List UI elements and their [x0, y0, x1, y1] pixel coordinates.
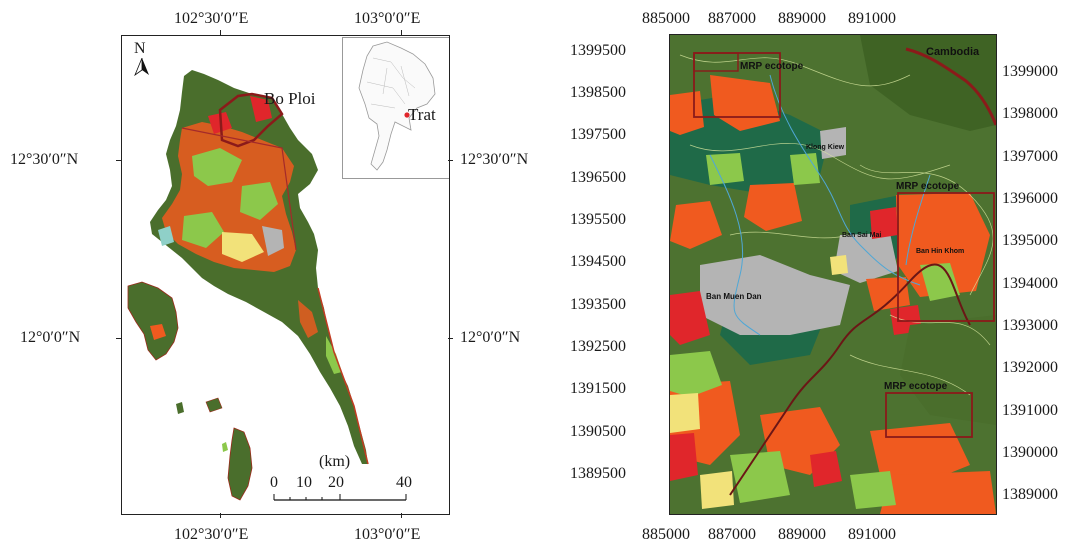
- scale-bar: [273, 494, 407, 501]
- lat-label-right-1: 12°30′0″N: [460, 151, 529, 168]
- trat-inset-label: Trat: [408, 105, 436, 124]
- left-map-frame: N Bo Ploi Trat (km) 0 10 20 40: [121, 35, 450, 515]
- koh-chang-island: [127, 281, 179, 361]
- y-tick-right-6: 1394000: [1002, 275, 1058, 292]
- y-tick-right-5: 1395000: [1002, 232, 1058, 249]
- bo-ploi-border: [218, 92, 284, 148]
- ecotope-box-3: [885, 392, 973, 438]
- x-tick-bottom-2: 887000: [708, 526, 756, 543]
- y-tick-right-11: 1389000: [1002, 486, 1058, 503]
- x-tick-top-4: 891000: [848, 10, 896, 27]
- x-tick-top-3: 889000: [778, 10, 826, 27]
- y-tick-left-4: 1396500: [570, 169, 626, 186]
- y-tick-left-7: 1393500: [570, 296, 626, 313]
- lat-label-left-2: 12°0′0″N: [20, 329, 81, 346]
- bo-ploi-label: Bo Ploi: [264, 89, 316, 108]
- lon-label-top-1: 102°30′0″E: [174, 10, 249, 27]
- y-tick-right-10: 1390000: [1002, 444, 1058, 461]
- y-tick-right-1: 1399000: [1002, 63, 1058, 80]
- cambodia-border: [905, 47, 996, 126]
- north-label: N: [134, 40, 146, 57]
- trat-province-map: 102°30′0″E 103°0′0″E 102°30′0″E 103°0′0″…: [10, 10, 529, 543]
- y-tick-right-4: 1396000: [1002, 190, 1058, 207]
- x-tick-bottom-4: 891000: [848, 526, 896, 543]
- x-tick-top-2: 887000: [708, 10, 756, 27]
- watershed-map: 885000 887000 889000 891000 885000 88700…: [560, 0, 1084, 554]
- ban-hin-khom-label: Ban Hin Khom: [916, 248, 964, 255]
- lat-label-right-2: 12°0′0″N: [460, 329, 521, 346]
- y-tick-right-9: 1391000: [1002, 402, 1058, 419]
- road-line: [729, 263, 971, 496]
- scale-tick-20: 20: [328, 474, 344, 491]
- ecotope-box-2: [897, 192, 995, 322]
- x-tick-bottom-1: 885000: [642, 526, 690, 543]
- thailand-outline: [358, 41, 436, 171]
- x-tick-top-1: 885000: [642, 10, 690, 27]
- lon-label-bottom-2: 103°0′0″E: [354, 526, 421, 543]
- y-tick-right-3: 1397000: [1002, 148, 1058, 165]
- y-tick-left-9: 1391500: [570, 380, 626, 397]
- y-tick-right-8: 1392000: [1002, 359, 1058, 376]
- x-tick-bottom-3: 889000: [778, 526, 826, 543]
- klong-kiew-label: Klong Kiew: [806, 144, 845, 151]
- cambodia-label: Cambodia: [926, 46, 980, 58]
- y-tick-left-5: 1395500: [570, 211, 626, 228]
- scale-tick-0: 0: [270, 474, 278, 491]
- y-tick-right-2: 1398000: [1002, 105, 1058, 122]
- y-tick-left-11: 1389500: [570, 465, 626, 482]
- y-tick-left-3: 1397500: [570, 126, 626, 143]
- lat-label-left-1: 12°30′0″N: [10, 151, 79, 168]
- north-arrow-icon: [134, 58, 149, 76]
- trat-landuse-map: [127, 70, 369, 501]
- ecotope-label-3: MRP ecotope: [884, 381, 948, 392]
- ecotope-label-1: MRP ecotope: [740, 61, 804, 72]
- ecotope-label-2: MRP ecotope: [896, 181, 960, 192]
- ban-muen-dan-label: Ban Muen Dan: [706, 292, 762, 301]
- y-tick-left-6: 1394500: [570, 253, 626, 270]
- koh-kut-island: [227, 427, 253, 501]
- thailand-inset: Trat: [342, 37, 449, 179]
- ban-sai-mai-label: Ban Sai Mai: [842, 232, 881, 239]
- lon-label-bottom-1: 102°30′0″E: [174, 526, 249, 543]
- scale-unit-label: (km): [319, 453, 351, 470]
- scale-tick-10: 10: [296, 474, 312, 491]
- y-tick-left-8: 1392500: [570, 338, 626, 355]
- y-tick-left-2: 1398500: [570, 84, 626, 101]
- y-tick-right-7: 1393000: [1002, 317, 1058, 334]
- lon-label-top-2: 103°0′0″E: [354, 10, 421, 27]
- y-tick-left-1: 1399500: [570, 42, 626, 59]
- right-map-frame: Cambodia MRP ecotope MRP ecotope MRP eco…: [669, 34, 997, 515]
- y-tick-left-10: 1390500: [570, 423, 626, 440]
- watershed-landuse-map: Cambodia MRP ecotope MRP ecotope MRP eco…: [670, 35, 996, 514]
- scale-tick-40: 40: [396, 474, 412, 491]
